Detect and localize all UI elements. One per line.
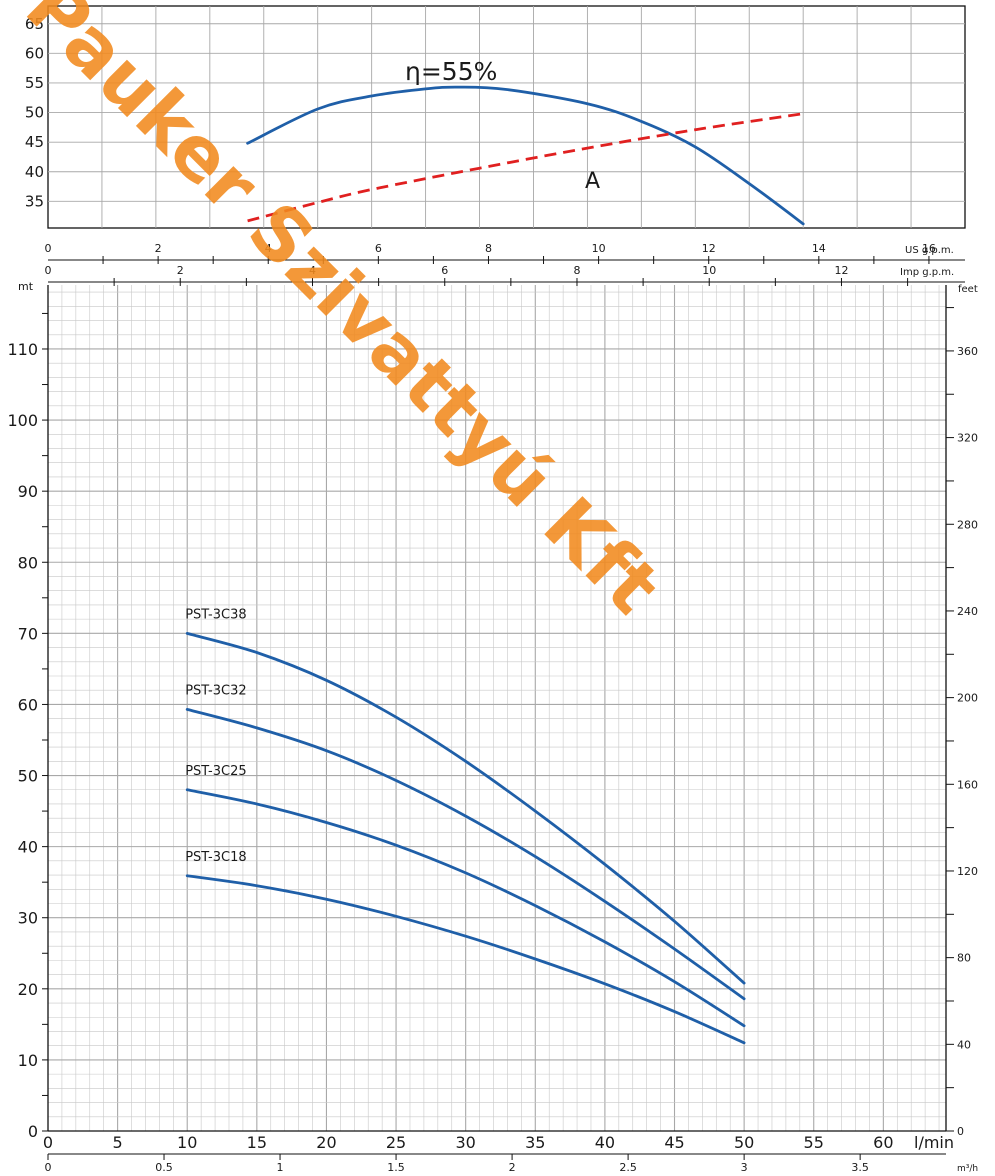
top-y-tick-label: 60 bbox=[25, 44, 44, 62]
lmin-tick-label: 30 bbox=[455, 1133, 475, 1152]
top-panel-frame bbox=[47, 5, 966, 229]
lmin-tick-label: 5 bbox=[113, 1133, 123, 1152]
efficiency-label: η=55% bbox=[405, 57, 497, 86]
left-y-tick-label: 10 bbox=[18, 1051, 38, 1070]
us-gpm-tick-label: 2 bbox=[155, 242, 162, 255]
left-y-tick-label: 100 bbox=[7, 411, 38, 430]
right-y-tick-label: 360 bbox=[957, 345, 978, 358]
us-gpm-tick-label: 12 bbox=[702, 242, 716, 255]
imp-gpm-unit: Imp g.p.m. bbox=[900, 267, 954, 278]
npsh-curve-a bbox=[247, 112, 804, 223]
imp-gpm-tick-label: 4 bbox=[309, 264, 316, 277]
lmin-tick-label: 45 bbox=[664, 1133, 684, 1152]
lmin-tick-label: 60 bbox=[873, 1133, 893, 1152]
left-y-tick-label: 90 bbox=[18, 482, 38, 501]
left-y-tick-label: 30 bbox=[18, 909, 38, 928]
us-gpm-unit: US g.p.m. bbox=[905, 245, 954, 256]
top-y-tick-label: 55 bbox=[25, 74, 44, 92]
lmin-tick-label: 20 bbox=[316, 1133, 336, 1152]
left-y-tick-label: 70 bbox=[18, 624, 38, 643]
efficiency-curve bbox=[246, 85, 805, 226]
main-plot-background bbox=[48, 285, 946, 1131]
imp-gpm-tick-label: 6 bbox=[441, 264, 448, 277]
pump-curve-label: PST-3C38 bbox=[185, 607, 246, 622]
pump-curve-pst-3c32 bbox=[185, 708, 746, 1001]
lmin-tick-label: 0 bbox=[43, 1133, 53, 1152]
pump-curve-pst-3c38 bbox=[185, 632, 746, 985]
npsh-curve-label: A bbox=[585, 169, 600, 194]
pump-curve-pst-3c18 bbox=[185, 874, 746, 1045]
top-panel-grid bbox=[47, 5, 966, 229]
m3h-tick-label: 3.5 bbox=[851, 1161, 869, 1174]
right-y-tick-label: 240 bbox=[957, 605, 978, 618]
us-gpm-tick-label: 16 bbox=[922, 242, 936, 255]
left-axis-unit: mt bbox=[18, 280, 34, 293]
top-y-tick-label: 40 bbox=[25, 163, 44, 181]
right-y-tick-label: 80 bbox=[957, 952, 971, 965]
m3h-tick-label: 1 bbox=[277, 1161, 284, 1174]
right-y-tick-label: 160 bbox=[957, 778, 978, 791]
m3h-tick-label: 2.5 bbox=[619, 1161, 637, 1174]
lmin-tick-label: 25 bbox=[386, 1133, 406, 1152]
lmin-tick-label: 55 bbox=[804, 1133, 824, 1152]
us-gpm-tick-label: 6 bbox=[375, 242, 382, 255]
right-y-tick-label: 0 bbox=[957, 1125, 964, 1138]
us-gpm-tick-label: 10 bbox=[592, 242, 606, 255]
imp-gpm-tick-label: 0 bbox=[45, 264, 52, 277]
right-y-tick-label: 40 bbox=[957, 1038, 971, 1051]
m3h-axis-unit: m³/h bbox=[957, 1164, 978, 1174]
top-y-tick-label: 50 bbox=[25, 104, 44, 122]
left-y-tick-label: 80 bbox=[18, 553, 38, 572]
pump-curve-pst-3c25 bbox=[185, 788, 746, 1028]
left-y-tick-label: 0 bbox=[28, 1122, 38, 1141]
m3h-tick-label: 1.5 bbox=[387, 1161, 405, 1174]
left-y-tick-label: 50 bbox=[18, 767, 38, 786]
top-y-tick-label: 35 bbox=[25, 192, 44, 210]
m3h-tick-label: 3 bbox=[741, 1161, 748, 1174]
imp-gpm-tick-label: 2 bbox=[177, 264, 184, 277]
lmin-axis-unit: l/min bbox=[914, 1133, 954, 1152]
left-y-tick-label: 60 bbox=[18, 695, 38, 714]
left-y-tick-label: 20 bbox=[18, 980, 38, 999]
lmin-tick-label: 50 bbox=[734, 1133, 754, 1152]
us-gpm-tick-label: 14 bbox=[812, 242, 826, 255]
us-gpm-tick-label: 0 bbox=[45, 242, 52, 255]
m3h-tick-label: 0 bbox=[45, 1161, 52, 1174]
m3h-tick-label: 2 bbox=[509, 1161, 516, 1174]
us-gpm-tick-label: 4 bbox=[265, 242, 272, 255]
left-y-tick-label: 110 bbox=[7, 340, 38, 359]
right-y-tick-label: 120 bbox=[957, 865, 978, 878]
lmin-tick-label: 35 bbox=[525, 1133, 545, 1152]
top-y-tick-label: 65 bbox=[25, 15, 44, 33]
m3h-tick-label: 0.5 bbox=[155, 1161, 173, 1174]
left-y-tick-label: 40 bbox=[18, 838, 38, 857]
pump-curve-label: PST-3C18 bbox=[185, 850, 246, 865]
top-y-tick-label: 45 bbox=[25, 133, 44, 151]
main-panel-grid bbox=[47, 285, 947, 1132]
right-y-tick-label: 320 bbox=[957, 432, 978, 445]
pump-curve-label: PST-3C32 bbox=[185, 683, 246, 698]
right-axis-unit: feet bbox=[958, 284, 978, 295]
lmin-tick-label: 10 bbox=[177, 1133, 197, 1152]
imp-gpm-tick-label: 8 bbox=[573, 264, 580, 277]
imp-gpm-tick-label: 12 bbox=[834, 264, 848, 277]
us-gpm-tick-label: 8 bbox=[485, 242, 492, 255]
pump-curve-label: PST-3C25 bbox=[185, 764, 246, 779]
lmin-tick-label: 15 bbox=[247, 1133, 267, 1152]
right-y-tick-label: 280 bbox=[957, 518, 978, 531]
imp-gpm-tick-label: 10 bbox=[702, 264, 716, 277]
lmin-tick-label: 40 bbox=[595, 1133, 615, 1152]
performance-curves: PST-3C38 PST-3C32 PST-3C25 PST-3C18 bbox=[185, 85, 805, 1045]
right-y-tick-label: 200 bbox=[957, 692, 978, 705]
